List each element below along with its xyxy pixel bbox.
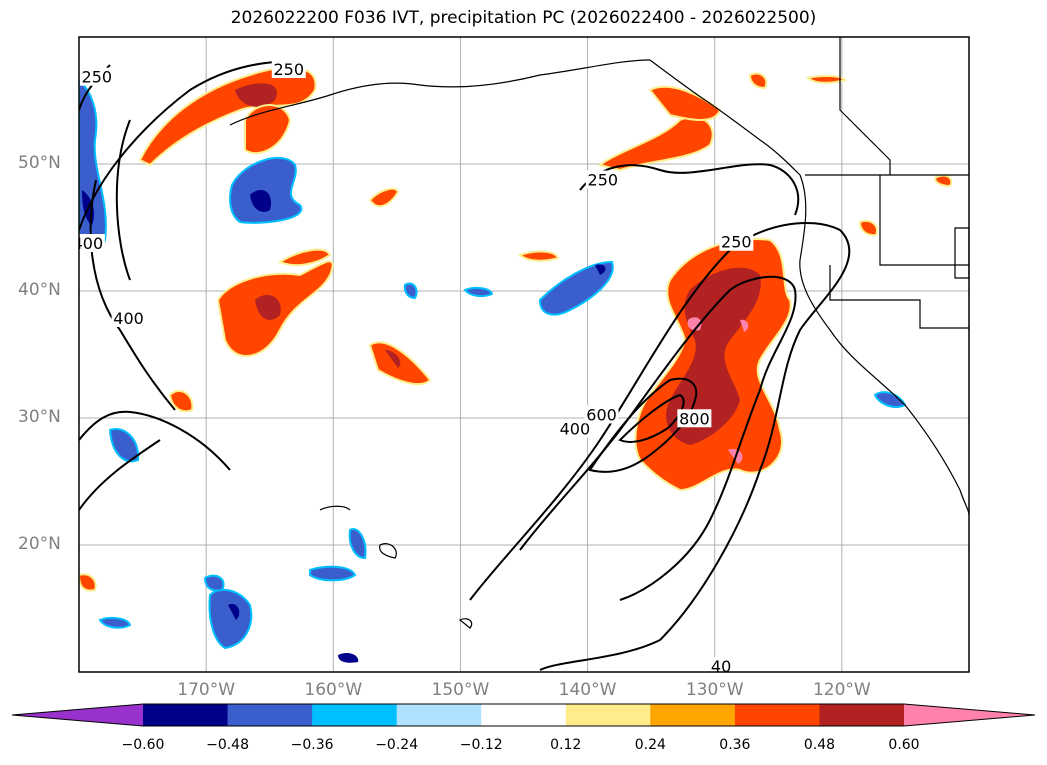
- colorbar-tick-label: −0.24: [375, 737, 419, 753]
- map-title: 2026022200 F036 IVT, precipitation PC (2…: [230, 8, 817, 28]
- lon-tick-label: 140°W: [558, 680, 617, 700]
- contour-label: 40: [711, 657, 731, 676]
- contour-label: 600: [586, 405, 617, 424]
- colorbar-segment: [396, 704, 482, 726]
- contour-label: 250: [82, 68, 113, 87]
- colorbar-tick-label: 0.24: [634, 737, 666, 753]
- map-frame: [78, 36, 970, 673]
- contour-label-bg: [677, 409, 712, 428]
- contour-label-bg: [709, 656, 734, 672]
- contour-label: 800: [679, 409, 710, 428]
- lat-tick-label: 40°N: [18, 280, 61, 300]
- colorbar-extend-high: [904, 704, 1035, 726]
- map-background: [79, 37, 969, 672]
- colorbar-segment: [312, 704, 398, 726]
- political-borders: [805, 37, 969, 329]
- colorbar-segment: [481, 704, 567, 726]
- contour-label-bg: [585, 170, 620, 189]
- contour-label: 400: [73, 234, 104, 253]
- contour-label-bg: [79, 67, 114, 86]
- coastlines: [229, 59, 969, 629]
- colorbar-segment: [565, 704, 651, 726]
- lon-tick-label: 120°W: [812, 680, 871, 700]
- contour-label-bg: [111, 308, 146, 327]
- colorbar-tick-label: 0.48: [803, 737, 836, 753]
- lon-tick-label: 150°W: [431, 680, 490, 700]
- contour-label-bg: [584, 405, 619, 424]
- colorbar-tick-label: −0.12: [459, 737, 503, 753]
- lat-tick-label: 20°N: [18, 534, 61, 554]
- lon-tick-label: 170°W: [177, 680, 236, 700]
- contour-label-bg: [271, 60, 306, 79]
- contour-label-bg: [719, 232, 754, 251]
- precip-pc-field: [79, 66, 953, 663]
- colorbar-segment: [227, 704, 313, 726]
- contour-label: 250: [588, 171, 619, 190]
- lat-tick-label: 50°N: [18, 153, 61, 173]
- lon-tick-label: 130°W: [685, 680, 744, 700]
- colorbar-segment: [143, 704, 229, 726]
- ivt-contours: [79, 60, 851, 671]
- colorbar-tick-label: −0.48: [206, 737, 249, 753]
- contour-label: 250: [721, 233, 752, 252]
- contour-label: 250: [274, 60, 305, 79]
- colorbar-outline: [11, 703, 1036, 727]
- contour-label: 400: [113, 309, 144, 328]
- colorbar-tick-label: 0.60: [888, 737, 920, 753]
- contour-label: 400: [560, 419, 591, 438]
- lon-tick-label: 160°W: [304, 680, 363, 700]
- lat-tick-label: 30°N: [18, 407, 61, 427]
- colorbar-tick-label: −0.60: [121, 737, 165, 753]
- colorbar-tick-label: 0.12: [550, 737, 582, 753]
- colorbar-segment: [734, 704, 820, 726]
- colorbar-tick-label: −0.36: [290, 737, 334, 753]
- colorbar-segment: [650, 704, 736, 726]
- contour-label-bg: [557, 419, 592, 438]
- colorbar-tick-label: 0.36: [719, 737, 751, 753]
- colorbar-extend-low: [12, 704, 143, 726]
- colorbar-segment: [819, 704, 905, 726]
- contour-label-bg: [79, 234, 105, 253]
